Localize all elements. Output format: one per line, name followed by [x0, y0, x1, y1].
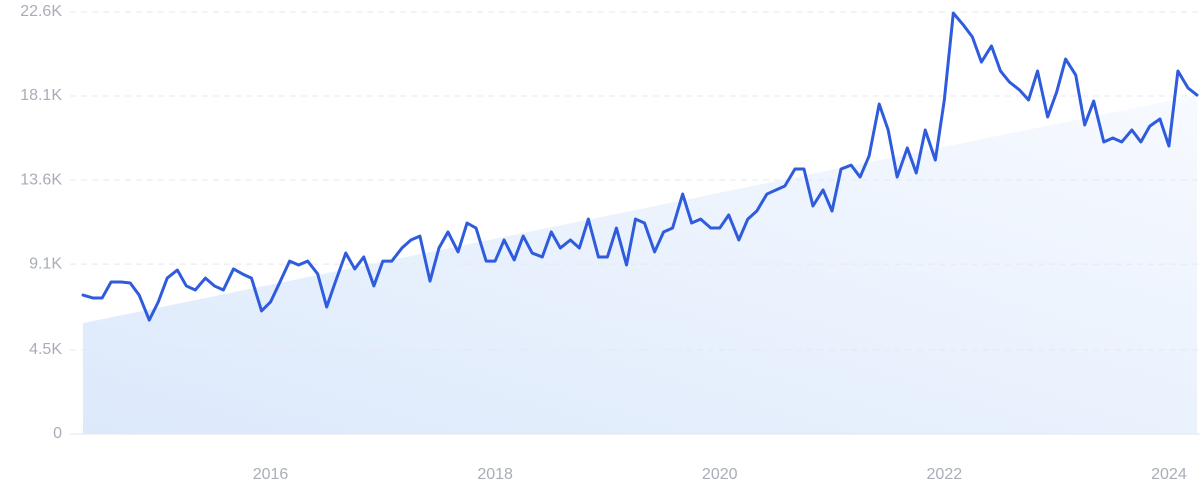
- y-tick-label: 9.1K: [29, 255, 62, 272]
- label-layer: 0 4.5K 9.1K 13.6K 18.1K 22.6K 2016 2018 2020 2022…: [20, 3, 1187, 483]
- x-tick-label: 2024: [1151, 466, 1187, 483]
- x-tick-label: 2022: [927, 466, 963, 483]
- x-tick-label: 2020: [702, 466, 738, 483]
- y-tick-label: 13.6K: [20, 171, 62, 188]
- grid-layer: [70, 11, 1200, 435]
- y-tick-label: 4.5K: [29, 341, 62, 358]
- y-tick-label: 0: [53, 425, 62, 442]
- y-tick-label: 18.1K: [20, 87, 62, 104]
- line-layer: [81, 11, 1199, 322]
- x-tick-label: 2016: [253, 466, 289, 483]
- trend-line: [81, 11, 1199, 322]
- x-tick-label: 2018: [477, 466, 513, 483]
- y-tick-label: 22.6K: [20, 3, 62, 20]
